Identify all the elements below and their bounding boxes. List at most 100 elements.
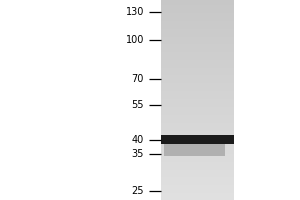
Bar [160, 72, 234, 73]
Bar [160, 33, 234, 34]
Bar [160, 11, 234, 12]
Bar [160, 57, 234, 58]
Bar [160, 80, 234, 81]
Bar [160, 59, 234, 60]
Text: 55: 55 [131, 100, 144, 110]
Bar [160, 148, 234, 149]
Bar [160, 68, 234, 69]
Bar [160, 132, 234, 133]
Bar [160, 6, 234, 7]
Bar [160, 117, 234, 118]
Bar [160, 50, 234, 51]
Bar [160, 62, 234, 63]
Bar [160, 123, 234, 124]
Bar [160, 21, 234, 22]
Bar [160, 37, 234, 38]
Bar [160, 32, 234, 33]
Bar [160, 114, 234, 115]
Text: 40: 40 [132, 135, 144, 145]
Bar [160, 130, 234, 131]
Bar [160, 76, 234, 77]
Bar [160, 152, 234, 153]
Bar [160, 44, 234, 45]
Bar [160, 199, 234, 200]
Bar [160, 88, 234, 89]
Bar [160, 85, 234, 86]
Bar [160, 150, 234, 151]
Bar [160, 108, 234, 109]
Bar [160, 113, 234, 114]
Bar [160, 171, 234, 172]
Bar [160, 176, 234, 177]
Bar [160, 142, 234, 143]
Bar [160, 164, 234, 165]
Text: 130: 130 [126, 7, 144, 17]
Bar [160, 97, 234, 98]
Bar [160, 24, 234, 25]
Bar [160, 71, 234, 72]
Bar [160, 160, 234, 161]
Bar [160, 185, 234, 186]
Bar [160, 195, 234, 196]
Bar [160, 61, 234, 62]
Bar [160, 151, 234, 152]
Bar [160, 78, 234, 79]
Bar [160, 135, 234, 136]
Bar [160, 120, 234, 121]
Bar [160, 87, 234, 88]
Bar [160, 122, 234, 123]
Bar [160, 172, 234, 173]
Bar [160, 14, 234, 15]
Bar [160, 30, 234, 31]
Bar [160, 70, 234, 71]
Bar [160, 165, 234, 166]
Bar [160, 55, 234, 56]
Bar [160, 168, 234, 169]
Bar [160, 53, 234, 54]
Bar [160, 58, 234, 59]
Bar [160, 134, 234, 135]
Bar [160, 175, 234, 176]
Bar [160, 99, 234, 100]
Bar [160, 167, 234, 168]
Bar [160, 140, 234, 141]
Bar [160, 154, 234, 155]
Bar [160, 27, 234, 28]
Text: 25: 25 [131, 186, 144, 196]
Bar [160, 174, 234, 175]
Bar [160, 69, 234, 70]
Bar [160, 38, 234, 39]
Bar [160, 147, 234, 148]
Bar [160, 173, 234, 174]
Bar [160, 73, 234, 74]
Bar [160, 96, 234, 97]
Bar [160, 146, 234, 147]
Bar [160, 29, 234, 30]
Bar [160, 118, 234, 119]
Bar [160, 41, 234, 42]
Bar [160, 106, 234, 107]
Bar [160, 8, 234, 9]
Bar [160, 12, 234, 13]
Bar [160, 143, 234, 144]
Bar [160, 162, 234, 163]
Bar [160, 18, 234, 19]
Bar [160, 5, 234, 6]
Bar [160, 194, 234, 195]
Bar [160, 19, 234, 20]
Bar [160, 36, 234, 37]
Bar [160, 137, 234, 138]
Bar [160, 51, 234, 52]
Bar [160, 34, 234, 35]
Bar [160, 35, 234, 36]
Bar [160, 186, 234, 187]
Bar [160, 102, 234, 103]
Bar [160, 42, 234, 43]
Bar [160, 129, 234, 130]
Bar [160, 170, 234, 171]
Bar [160, 63, 234, 64]
Bar [160, 22, 234, 23]
Bar [160, 124, 234, 125]
Bar [160, 182, 234, 183]
Bar [160, 131, 234, 132]
